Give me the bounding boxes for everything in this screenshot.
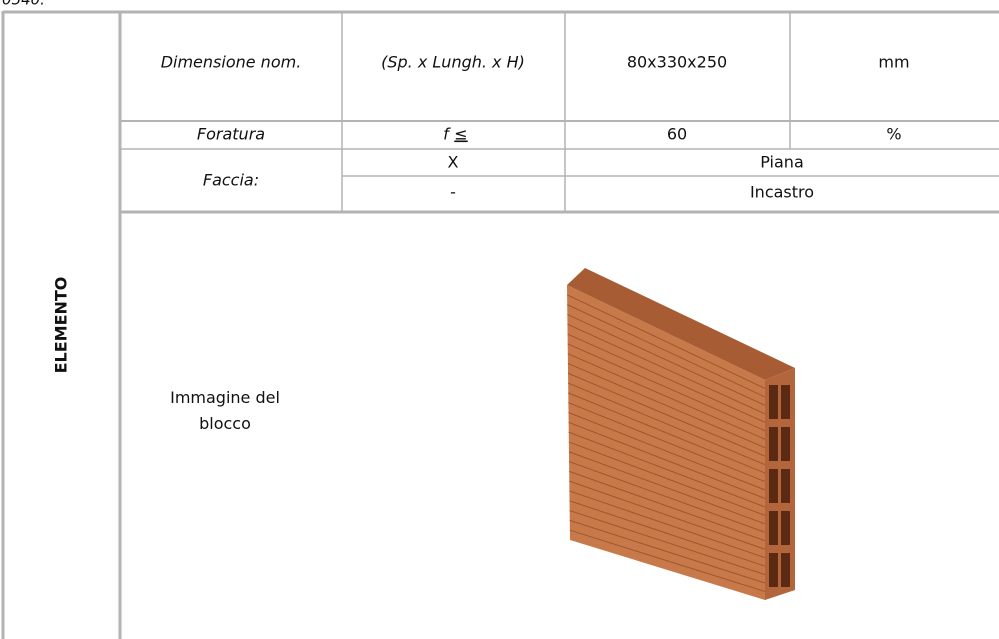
stripe bbox=[569, 519, 766, 584]
hole bbox=[769, 427, 778, 461]
stripe bbox=[567, 323, 766, 415]
stripe bbox=[569, 490, 766, 559]
cell: - bbox=[450, 183, 456, 202]
cell: mm bbox=[878, 53, 909, 72]
stripe bbox=[568, 441, 766, 516]
hole bbox=[769, 511, 778, 545]
stripe bbox=[567, 363, 766, 449]
stripe bbox=[568, 421, 766, 499]
stripe bbox=[567, 382, 766, 466]
cell-symbol: f bbox=[443, 125, 451, 144]
cell: Piana bbox=[760, 153, 804, 172]
hole bbox=[769, 385, 778, 419]
stripe bbox=[567, 304, 766, 398]
brick-holes bbox=[769, 385, 790, 587]
hole bbox=[781, 511, 790, 545]
hole bbox=[769, 469, 778, 503]
brick-image bbox=[566, 268, 795, 600]
brick-stripes bbox=[566, 294, 766, 593]
image-label: Immagine del blocco bbox=[170, 388, 280, 433]
stripe bbox=[568, 402, 766, 483]
cell: (Sp. x Lungh. x H) bbox=[381, 53, 525, 72]
hole bbox=[781, 427, 790, 461]
cropped-header: 0540. bbox=[2, 0, 45, 9]
stripe bbox=[569, 529, 766, 593]
stripe bbox=[567, 333, 766, 423]
hole bbox=[769, 553, 778, 587]
stripe bbox=[566, 294, 766, 389]
stripe bbox=[569, 480, 766, 550]
hole bbox=[781, 469, 790, 503]
stripe bbox=[567, 343, 766, 432]
cell: Faccia: bbox=[203, 171, 259, 190]
cell: Incastro bbox=[750, 183, 814, 202]
cell: 80x330x250 bbox=[627, 53, 727, 72]
stripe bbox=[567, 372, 766, 457]
stripe bbox=[569, 500, 766, 567]
stripe bbox=[567, 313, 766, 406]
brick-top bbox=[567, 268, 795, 380]
cell: % bbox=[886, 125, 901, 144]
brick-face bbox=[567, 285, 765, 600]
cell: Foratura bbox=[197, 125, 265, 144]
cell: Dimensione nom. bbox=[161, 53, 302, 72]
stripe bbox=[568, 412, 766, 491]
hole bbox=[781, 385, 790, 419]
cell: X bbox=[448, 153, 459, 172]
stripe bbox=[568, 451, 766, 525]
table-grid bbox=[1, 10, 999, 639]
stripe bbox=[569, 510, 766, 576]
stripe bbox=[568, 392, 766, 474]
section-label: ELEMENTO bbox=[52, 277, 71, 374]
cell: 60 bbox=[667, 125, 687, 144]
stripe bbox=[567, 353, 766, 440]
cell-relation: ≤ bbox=[454, 125, 467, 144]
stripe bbox=[568, 461, 766, 533]
stripe bbox=[568, 431, 766, 508]
stripe bbox=[569, 470, 766, 542]
hole bbox=[781, 553, 790, 587]
